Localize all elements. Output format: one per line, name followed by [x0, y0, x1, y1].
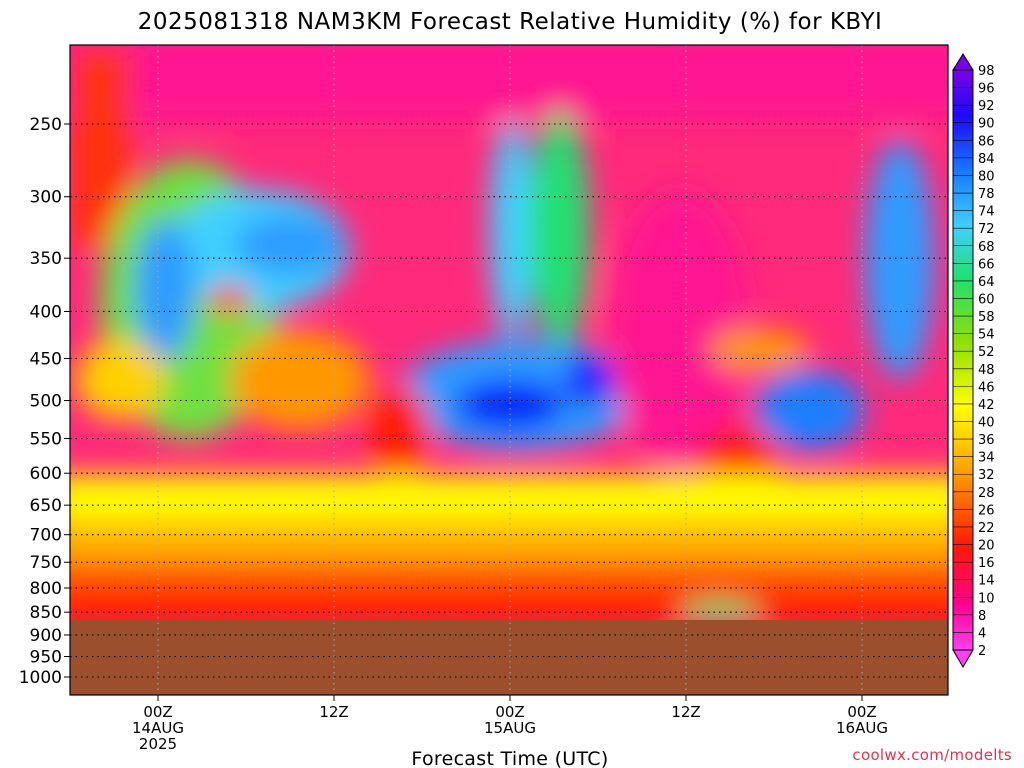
colorbar-label: 96	[978, 82, 995, 97]
x-tick-label: 2025	[139, 735, 177, 753]
colorbar-label: 66	[978, 257, 995, 272]
y-tick-label: 900	[30, 626, 62, 646]
credit-text: coolwx.com/modelts	[852, 746, 1012, 764]
colorbar-label: 8	[978, 609, 986, 624]
colorbar-label: 48	[978, 363, 995, 378]
colorbar-label: 4	[978, 626, 986, 641]
colorbar-label: 98	[978, 64, 995, 79]
colorbar-label: 54	[978, 328, 995, 343]
colorbar-label: 68	[978, 240, 995, 255]
chart-title: 2025081318 NAM3KM Forecast Relative Humi…	[138, 9, 883, 35]
colorbar-label: 46	[978, 380, 995, 395]
x-tick-label: 00Z	[847, 703, 876, 721]
y-tick-label: 750	[30, 553, 62, 573]
x-tick-label: 00Z	[495, 703, 524, 721]
colorbar-label: 22	[978, 521, 995, 536]
y-tick-label: 500	[30, 392, 62, 412]
grid	[70, 45, 948, 695]
colorbar-label: 26	[978, 503, 995, 518]
ground-mask	[70, 620, 948, 695]
colorbar-top-arrow	[952, 53, 974, 71]
y-tick-label: 250	[30, 115, 62, 135]
y-tick-label: 800	[30, 579, 62, 599]
colorbar-label: 2	[978, 644, 986, 659]
y-tick-label: 1000	[19, 668, 62, 688]
y-axis: 250 300 350 400 450 500 550 600 650 700 750 800 850 9…	[19, 115, 70, 688]
y-tick-label: 700	[30, 526, 62, 546]
x-tick-label: 00Z	[143, 703, 172, 721]
colorbar-label: 10	[978, 591, 995, 606]
colorbar-label: 80	[978, 169, 995, 184]
colorbar: 9896929086848078747268666460585452484642…	[952, 53, 995, 668]
plot-area	[70, 45, 948, 695]
colorbar-bottom-arrow	[952, 649, 974, 668]
colorbar-label: 36	[978, 433, 995, 448]
x-tick-label: 12Z	[319, 703, 348, 721]
y-tick-label: 350	[30, 249, 62, 269]
y-tick-label: 400	[30, 302, 62, 322]
colorbar-label: 14	[978, 574, 995, 589]
x-axis-title: Forecast Time (UTC)	[411, 748, 608, 768]
colorbar-label: 42	[978, 398, 995, 413]
y-tick-label: 850	[30, 603, 62, 623]
colorbar-label: 52	[978, 345, 995, 360]
x-tick-label: 12Z	[671, 703, 700, 721]
colorbar-label: 28	[978, 486, 995, 501]
colorbar-label: 86	[978, 134, 995, 149]
x-tick-label: 16AUG	[836, 719, 888, 737]
x-tick-label: 15AUG	[484, 719, 536, 737]
colorbar-label: 34	[978, 451, 995, 466]
colorbar-bar	[952, 69, 974, 651]
y-tick-label: 950	[30, 648, 62, 668]
x-tick-label: 14AUG	[132, 719, 184, 737]
colorbar-label: 60	[978, 292, 995, 307]
colorbar-label: 84	[978, 152, 995, 167]
y-tick-label: 300	[30, 188, 62, 208]
plot-frame	[69, 44, 949, 696]
colorbar-label: 40	[978, 416, 995, 431]
y-tick-label: 650	[30, 496, 62, 516]
colorbar-label: 16	[978, 556, 995, 571]
colorbar-label: 74	[978, 205, 995, 220]
colorbar-label: 32	[978, 468, 995, 483]
colorbar-label: 92	[978, 99, 995, 114]
colorbar-label: 72	[978, 222, 995, 237]
humidity-field	[70, 45, 948, 625]
colorbar-label: 20	[978, 539, 995, 554]
colorbar-label: 78	[978, 187, 995, 202]
colorbar-label: 64	[978, 275, 995, 290]
colorbar-label: 90	[978, 117, 995, 132]
y-tick-label: 450	[30, 349, 62, 369]
colorbar-label: 58	[978, 310, 995, 325]
y-tick-label: 550	[30, 430, 62, 450]
y-tick-label: 600	[30, 464, 62, 484]
